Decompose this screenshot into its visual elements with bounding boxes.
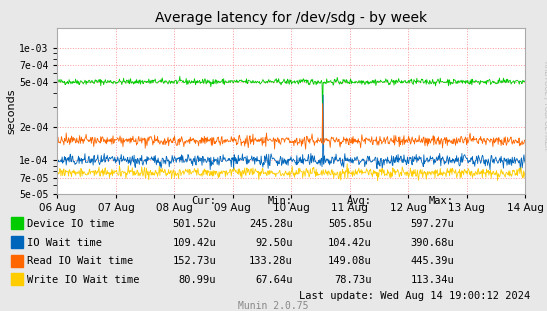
Text: Min:: Min: xyxy=(267,196,293,206)
Text: Write IO Wait time: Write IO Wait time xyxy=(27,275,140,285)
Text: 133.28u: 133.28u xyxy=(249,256,293,266)
Text: 505.85u: 505.85u xyxy=(328,219,372,229)
Text: Avg:: Avg: xyxy=(347,196,372,206)
Text: IO Wait time: IO Wait time xyxy=(27,238,102,248)
Text: 245.28u: 245.28u xyxy=(249,219,293,229)
Text: 67.64u: 67.64u xyxy=(255,275,293,285)
Text: 80.99u: 80.99u xyxy=(178,275,216,285)
Text: 104.42u: 104.42u xyxy=(328,238,372,248)
Text: 149.08u: 149.08u xyxy=(328,256,372,266)
Text: 501.52u: 501.52u xyxy=(172,219,216,229)
Text: Munin 2.0.75: Munin 2.0.75 xyxy=(238,300,309,310)
Text: Max:: Max: xyxy=(429,196,454,206)
Text: 109.42u: 109.42u xyxy=(172,238,216,248)
Y-axis label: seconds: seconds xyxy=(6,88,16,134)
Text: 445.39u: 445.39u xyxy=(410,256,454,266)
Text: Last update: Wed Aug 14 19:00:12 2024: Last update: Wed Aug 14 19:00:12 2024 xyxy=(299,290,531,300)
Title: Average latency for /dev/sdg - by week: Average latency for /dev/sdg - by week xyxy=(155,12,427,26)
Text: 113.34u: 113.34u xyxy=(410,275,454,285)
Text: 152.73u: 152.73u xyxy=(172,256,216,266)
Text: Cur:: Cur: xyxy=(191,196,216,206)
Text: 390.68u: 390.68u xyxy=(410,238,454,248)
Text: Device IO time: Device IO time xyxy=(27,219,115,229)
Text: 597.27u: 597.27u xyxy=(410,219,454,229)
Text: 92.50u: 92.50u xyxy=(255,238,293,248)
Text: Read IO Wait time: Read IO Wait time xyxy=(27,256,133,266)
Text: RRDTOOL / TOBI OETIKER: RRDTOOL / TOBI OETIKER xyxy=(543,61,547,150)
Text: 78.73u: 78.73u xyxy=(334,275,372,285)
